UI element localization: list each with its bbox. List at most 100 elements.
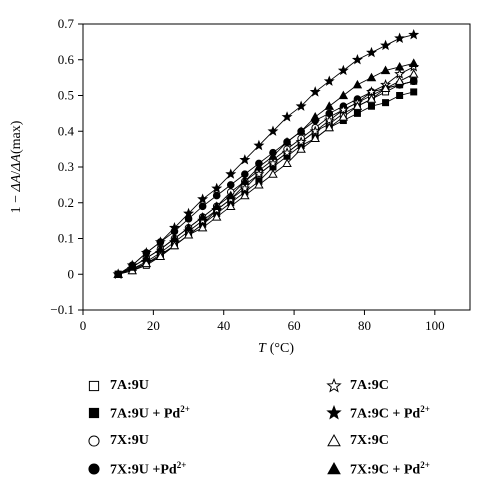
fit-curve-4 [117,80,414,275]
data-point-triangle-open [296,144,306,153]
data-point-triangle-filled [268,151,278,160]
legend-item: 7X:9C [326,431,389,451]
data-point-star-open [239,182,251,194]
legend-marker-star-filled [326,405,342,420]
data-points [112,28,420,279]
legend-marker-star-open [326,378,342,393]
legend-item: 7X:9C + Pd2+ [326,459,430,479]
data-point-star-filled [211,182,223,194]
legend-item: 7A:9C + Pd2+ [326,403,430,423]
data-point-triangle-filled [310,112,320,121]
legend-label-text: 7A:9C + Pd [350,406,421,422]
data-point-triangle-filled [366,72,377,82]
data-point-triangle-filled [324,101,335,110]
data-point-square-filled [382,99,390,107]
data-point-triangle-filled [127,262,138,271]
data-point-triangle-open [240,190,250,200]
legend-item: 7X:9U [86,431,149,451]
data-point-star-open [253,168,265,179]
data-point-star-filled [323,75,335,86]
x-tick-label: 0 [80,318,87,333]
y-tick-label: 0 [68,266,75,281]
legend-label-text: 7X:9U +Pd [110,462,177,478]
legend-label-charge: 2+ [420,403,430,414]
legend-label-charge: 2+ [176,459,187,470]
legend-marker-circle-open [88,435,100,447]
data-point-star-open [366,86,377,97]
legend-item: 7A:9U [86,376,149,396]
data-point-star-filled [281,111,293,122]
legend-label: 7X:9U +Pd2+ [110,460,186,479]
data-point-triangle-filled [155,244,166,253]
y-tick-label: 0.3 [58,159,74,174]
legend-label-charge: 2+ [420,459,430,470]
data-point-triangle-open [338,112,349,121]
legend-item: 7A:9U + Pd2+ [86,403,190,423]
data-point-triangle-open [310,133,320,143]
data-point-triangle-open [380,83,391,92]
legend-label: 7A:9U [110,378,149,394]
legend-label-text: 7X:9C [350,433,389,448]
data-point-star-open [295,136,307,147]
data-point-star-filled [337,64,349,76]
y-tick-label: 0.5 [58,88,74,103]
x-tick-label: 100 [425,318,445,333]
fit-curve-5 [118,66,414,275]
legend-marker-shape [88,435,100,447]
data-point-triangle-filled [296,126,306,135]
x-tick-label: 20 [147,318,160,333]
y-tick-label: −0.1 [50,302,74,317]
data-point-triangle-open [197,222,208,232]
data-point-star-open [394,68,406,79]
data-point-triangle-filled [394,61,405,71]
legend-marker-shape [88,407,100,419]
data-point-star-open [337,104,349,115]
legend-label: 7A:9C [350,378,389,394]
data-point-triangle-open [268,169,278,178]
legend-marker-shape [326,378,342,393]
fit-curve-2 [118,91,414,275]
fit-curves [117,34,414,275]
data-point-triangle-open [282,158,292,168]
x-tick-label: 40 [217,318,230,333]
fit-curve-7 [118,73,414,275]
data-point-triangle-open [352,101,363,110]
data-point-star-open [323,114,335,126]
legend-label-text: 7A:9U [110,378,149,393]
legend-marker-triangle-filled [327,461,341,475]
data-point-triangle-filled [183,222,194,232]
legend-label-text: 7X:9U [110,433,149,448]
data-point-triangle-filled [380,65,391,75]
legend-label: 7A:9U + Pd2+ [110,404,190,423]
legend-item: 7A:9C [326,376,389,396]
data-point-triangle-open [155,251,166,260]
data-point-triangle-open [169,240,180,250]
data-point-triangle-filled [240,176,250,185]
data-point-star-open [309,125,321,136]
legend-label: 7X:9C [350,433,389,449]
data-point-circle-filled [226,181,235,189]
fit-curve-8 [117,62,414,275]
data-point-square-filled [353,109,361,117]
legend-marker-shape [88,380,100,392]
data-point-star-filled [295,100,307,111]
legend-label-text: 7X:9C + Pd [350,462,421,478]
data-point-star-filled [309,86,321,97]
fit-curve-6 [117,34,414,275]
data-point-star-filled [225,168,237,179]
data-point-star-filled [183,207,195,219]
legend-marker-circle-filled [88,463,100,475]
legend-marker-shape [326,405,342,420]
data-point-star-filled [169,222,180,233]
legend-marker-square-open [88,380,100,392]
data-point-triangle-filled [282,137,292,146]
data-point-star-filled [408,28,420,40]
data-point-star-open [281,146,293,158]
y-axis-title: 1 − ΔA/ΔA(max) [9,120,24,213]
axis-ticks: 0 20 40 60 80 100 −0.1 0 0.1 0.2 0.3 0.4 0.5 0.6 0.7 [50,16,444,333]
data-point-square-filled [396,92,404,99]
x-axis-title: T (°C) [258,341,294,356]
data-point-triangle-open [211,212,222,221]
data-point-star-filled [394,32,406,43]
legend-item: 7X:9U +Pd2+ [86,459,186,479]
